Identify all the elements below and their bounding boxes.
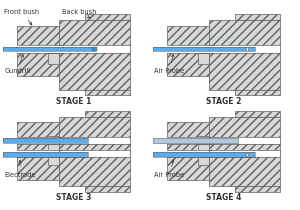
Bar xyxy=(3,138,88,143)
Text: Back bush: Back bush xyxy=(62,9,97,18)
Bar xyxy=(48,136,59,165)
Text: STAGE 2: STAGE 2 xyxy=(206,97,241,106)
Bar xyxy=(3,152,88,157)
Bar xyxy=(235,186,280,192)
Bar xyxy=(209,20,280,89)
Bar xyxy=(209,137,280,144)
Bar xyxy=(153,152,254,157)
Bar xyxy=(92,47,98,51)
Bar xyxy=(85,111,130,117)
Bar xyxy=(17,150,59,157)
Bar xyxy=(198,136,209,165)
Text: STAGE 4: STAGE 4 xyxy=(206,193,241,202)
Bar xyxy=(167,122,209,180)
Bar xyxy=(85,89,130,95)
Bar xyxy=(167,150,209,157)
Bar xyxy=(59,20,130,89)
Bar xyxy=(59,150,130,157)
Bar xyxy=(198,53,209,64)
Bar xyxy=(59,137,130,144)
Bar xyxy=(235,111,280,117)
Bar xyxy=(3,47,95,51)
Bar xyxy=(59,117,130,186)
Bar xyxy=(48,150,59,157)
Bar xyxy=(17,45,59,53)
Bar xyxy=(3,152,88,157)
Bar xyxy=(153,138,238,143)
Text: Gundrill: Gundrill xyxy=(4,54,31,74)
Bar xyxy=(48,53,59,64)
Bar xyxy=(48,45,59,53)
Bar xyxy=(167,26,209,76)
Bar xyxy=(235,14,280,20)
Bar xyxy=(198,150,209,157)
Bar xyxy=(153,47,254,51)
Bar xyxy=(153,152,254,157)
Bar xyxy=(3,47,95,51)
Bar xyxy=(153,47,254,51)
Bar xyxy=(246,153,248,156)
Bar xyxy=(198,137,209,144)
Text: Electrode: Electrode xyxy=(4,160,36,177)
Text: STAGE 3: STAGE 3 xyxy=(56,193,91,202)
Bar xyxy=(17,137,59,144)
Bar xyxy=(59,45,130,53)
Bar xyxy=(167,45,209,53)
Bar xyxy=(167,137,209,144)
Bar xyxy=(3,138,88,143)
Bar xyxy=(235,89,280,95)
Text: Front bush: Front bush xyxy=(4,9,40,25)
Text: STAGE 1: STAGE 1 xyxy=(56,97,91,106)
Text: Air Probe: Air Probe xyxy=(154,160,185,177)
Bar xyxy=(209,117,280,186)
Bar xyxy=(17,26,59,76)
Text: Air Probe: Air Probe xyxy=(154,54,185,74)
Bar xyxy=(198,45,209,53)
Bar xyxy=(17,122,59,180)
Bar xyxy=(246,47,248,51)
Bar xyxy=(209,45,280,53)
Bar xyxy=(209,150,280,157)
Bar xyxy=(48,137,59,144)
Bar xyxy=(85,14,130,20)
Bar xyxy=(85,186,130,192)
